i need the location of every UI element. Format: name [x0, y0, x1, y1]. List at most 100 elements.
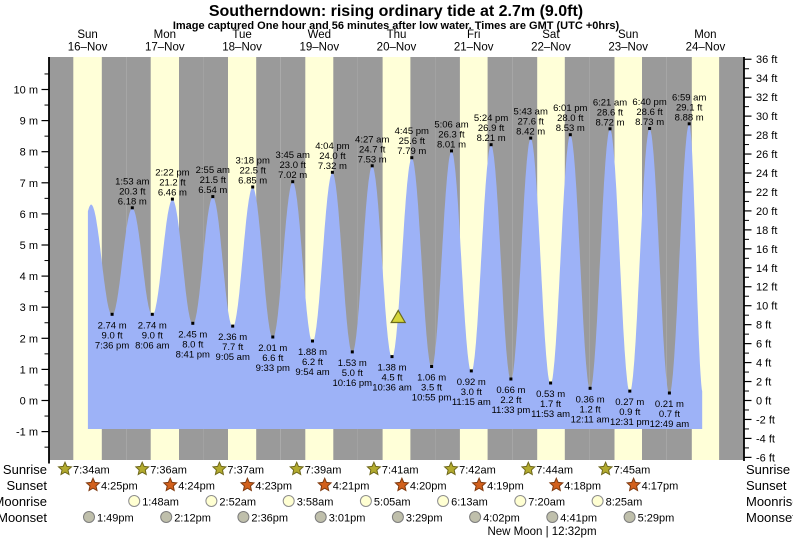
low-tide-ft: 1.2 ft: [580, 404, 601, 415]
right-tick-label: 22 ft: [756, 187, 777, 199]
left-tick-label: 8 m: [20, 147, 38, 159]
right-tick-label: 0 ft: [756, 396, 771, 408]
sunrise-time: 7:41am: [382, 465, 419, 477]
low-tide-m: 2.74 m: [98, 320, 127, 331]
day-label-dow: Sun: [618, 29, 638, 41]
low-tide-m: 2.74 m: [138, 320, 167, 331]
high-tide-m: 8.21 m: [477, 133, 506, 144]
low-tide-m: 2.45 m: [178, 329, 207, 340]
moonset-icon: [237, 511, 250, 523]
high-tide-ft: 28.6 ft: [636, 107, 663, 118]
high-tide-time: 5:06 am: [434, 119, 468, 130]
low-tide-time: 11:33 pm: [491, 405, 530, 416]
high-tide-dot: [170, 197, 174, 201]
low-tide-dot: [231, 324, 235, 328]
day-label-date: 18–Nov: [222, 42, 262, 54]
moonset-row-label-right: Moonset: [746, 510, 793, 525]
tide-series: [87, 124, 703, 429]
low-tide-time: 9:33 pm: [256, 363, 290, 374]
moonset-time: 4:02pm: [483, 513, 520, 525]
high-tide-dot: [251, 185, 255, 189]
left-tick-label: 10 m: [14, 85, 38, 97]
day-label-date: 21–Nov: [454, 42, 494, 54]
moonset-time: 5:29pm: [638, 513, 675, 525]
sunset-icon: [162, 476, 178, 492]
right-tick-label: 2 ft: [756, 377, 771, 389]
right-tick-label: 20 ft: [756, 206, 777, 218]
high-tide-time: 4:45 pm: [395, 126, 429, 137]
sunset-icon: [625, 476, 642, 492]
left-tick-label: 6 m: [20, 209, 38, 221]
right-tick-label: 32 ft: [756, 92, 777, 104]
day-label-dow: Wed: [308, 29, 331, 41]
high-tide-m: 6.18 m: [118, 196, 147, 207]
right-tick-label: 6 ft: [756, 339, 771, 351]
day-label-dow: Mon: [694, 29, 716, 41]
moonrise-icon: [591, 495, 604, 507]
high-tide-ft: 25.6 ft: [399, 136, 426, 147]
high-tide-time: 6:21 am: [593, 97, 627, 108]
high-tide-time: 3:18 pm: [236, 156, 270, 167]
low-tide-m: 2.36 m: [218, 332, 247, 343]
low-tide-time: 12:49 am: [650, 419, 690, 430]
high-tide-m: 8.72 m: [595, 117, 624, 128]
high-tide-ft: 29.1 ft: [676, 102, 703, 113]
sunset-icon: [471, 476, 487, 492]
low-tide-dot: [271, 335, 275, 339]
low-tide-dot: [311, 339, 314, 343]
high-tide-ft: 21.2 ft: [159, 178, 186, 189]
sunrise-time: 7:42am: [459, 465, 496, 477]
high-tide-time: 3:45 am: [276, 150, 310, 161]
high-tide-ft: 28.6 ft: [597, 107, 624, 118]
low-tide-time: 10:16 pm: [332, 378, 372, 389]
high-tide-m: 7.02 m: [278, 170, 307, 181]
day-label-dow: Sat: [542, 29, 560, 41]
left-tick-label: 2 m: [20, 333, 38, 345]
sunrise-icon: [366, 460, 382, 476]
high-tide-time: 1:53 am: [115, 176, 149, 187]
high-tide-m: 8.73 m: [635, 117, 664, 128]
sunrise-row-label-right: Sunrise: [746, 462, 790, 477]
low-tide-time: 11:53 am: [531, 409, 570, 420]
high-tide-m: 8.88 m: [675, 112, 704, 123]
right-tick-label: 26 ft: [756, 149, 777, 161]
right-tick-label: -2 ft: [756, 414, 775, 426]
low-tide-ft: 8.0 ft: [182, 339, 203, 350]
axes: -1 m 0 m 1 m 2 m 3 m 4 m 5 m 6 m 7 m 8 m 9 m 10 m 36…: [14, 54, 778, 464]
sunset-row-label-left: Sunset: [7, 478, 48, 493]
low-tide-m: 0.92 m: [457, 377, 486, 388]
sunrise-time: 7:37am: [227, 465, 264, 477]
high-tide-ft: 23.0 ft: [279, 160, 306, 171]
new-moon-note: New Moon | 12:32pm: [487, 526, 596, 538]
moonrise-row-label-left: Moonrise: [0, 494, 47, 509]
day-label-date: 22–Nov: [531, 42, 571, 54]
right-tick-label: 16 ft: [756, 244, 777, 256]
high-tide-m: 7.79 m: [397, 146, 426, 157]
low-tide-dot: [588, 386, 592, 390]
moonset-time: 1:49pm: [97, 513, 134, 525]
low-tide-dot: [150, 312, 154, 316]
low-tide-ft: 3.5 ft: [421, 383, 442, 394]
high-tide-time: 2:22 pm: [155, 168, 189, 179]
high-tide-dot: [687, 122, 691, 126]
low-tide-m: 0.27 m: [615, 397, 644, 408]
low-tide-m: 1.38 m: [377, 363, 406, 374]
high-tide-time: 4:04 pm: [315, 141, 349, 152]
low-tide-ft: 9.0 ft: [142, 330, 163, 341]
high-tide-dot: [489, 143, 493, 147]
day-label-date: 20–Nov: [377, 42, 417, 54]
left-tick-label: 0 m: [20, 396, 38, 408]
high-tide-dot: [130, 206, 134, 210]
low-tide-dot: [110, 312, 114, 316]
moonrise-time: 8:25am: [606, 497, 643, 509]
sunset-time: 4:19pm: [487, 481, 524, 493]
low-tide-dot: [469, 369, 473, 373]
high-tide-m: 7.53 m: [358, 154, 387, 165]
low-tide-time: 9:05 am: [216, 352, 250, 363]
high-tide-ft: 26.9 ft: [478, 123, 505, 134]
sunset-time: 4:20pm: [410, 481, 447, 493]
left-tick-label: 1 m: [20, 364, 38, 376]
high-tide-time: 6:01 pm: [553, 103, 587, 114]
